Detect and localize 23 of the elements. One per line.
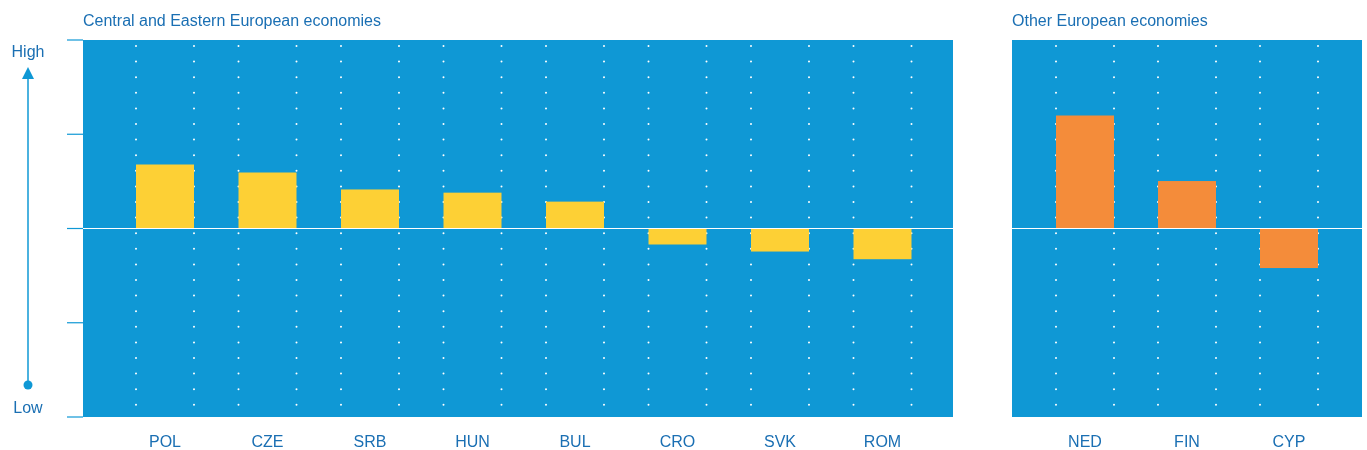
bar bbox=[751, 228, 809, 252]
x-tick-label: POL bbox=[148, 433, 182, 450]
bar bbox=[648, 228, 707, 245]
text: High bbox=[11, 43, 45, 60]
text: Low bbox=[13, 399, 44, 416]
chart-title: Central and Eastern European economies bbox=[83, 12, 381, 29]
bar bbox=[238, 172, 297, 229]
x-tick-label: SRB bbox=[353, 433, 387, 450]
x-tick-label: NED bbox=[1068, 433, 1102, 450]
x-tick-label: BUL bbox=[559, 433, 591, 450]
x-tick-label: HUN bbox=[455, 433, 490, 450]
x-tick-label: SVK bbox=[763, 433, 797, 450]
x-tick-label: FIN bbox=[1174, 433, 1200, 450]
bar bbox=[443, 192, 502, 229]
x-tick-label: CZE bbox=[251, 433, 284, 450]
bar bbox=[136, 164, 194, 229]
x-tick-label: CRO bbox=[659, 433, 696, 450]
x-tick-label: ROM bbox=[863, 433, 902, 450]
x-tick-label: CYP bbox=[1272, 433, 1306, 450]
bar bbox=[546, 201, 604, 229]
bar bbox=[853, 228, 912, 260]
chart-title: Other European economies bbox=[1012, 12, 1208, 29]
bar bbox=[341, 189, 399, 229]
